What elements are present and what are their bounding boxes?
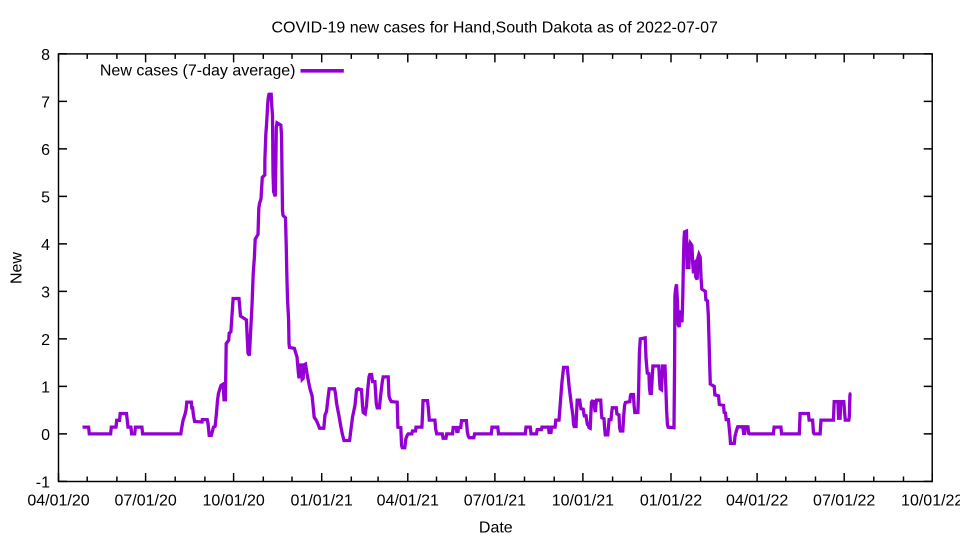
svg-text:10/01/22: 10/01/22 [901,493,960,510]
svg-text:5: 5 [41,189,50,206]
svg-text:4: 4 [41,237,50,254]
svg-text:04/01/20: 04/01/20 [27,493,89,510]
svg-text:COVID-19 new cases for Hand,So: COVID-19 new cases for Hand,South Dakota… [271,19,718,36]
svg-text:01/01/22: 01/01/22 [640,493,702,510]
svg-text:07/01/21: 07/01/21 [464,493,526,510]
svg-text:2: 2 [41,332,50,349]
svg-text:10/01/21: 10/01/21 [552,493,614,510]
svg-text:04/01/22: 04/01/22 [726,493,788,510]
svg-text:8: 8 [41,47,50,64]
svg-text:Date: Date [479,520,513,537]
svg-text:0: 0 [41,427,50,444]
svg-text:3: 3 [41,284,50,301]
svg-text:-1: -1 [36,474,50,491]
svg-text:New: New [9,252,26,284]
svg-text:07/01/20: 07/01/20 [114,493,176,510]
svg-text:6: 6 [41,142,50,159]
svg-text:07/01/22: 07/01/22 [813,493,875,510]
svg-text:7: 7 [41,94,50,111]
svg-text:10/01/20: 10/01/20 [202,493,264,510]
svg-text:01/01/21: 01/01/21 [291,493,353,510]
svg-text:New cases (7-day average): New cases (7-day average) [100,62,296,79]
svg-text:04/01/21: 04/01/21 [377,493,439,510]
svg-text:1: 1 [41,379,50,396]
